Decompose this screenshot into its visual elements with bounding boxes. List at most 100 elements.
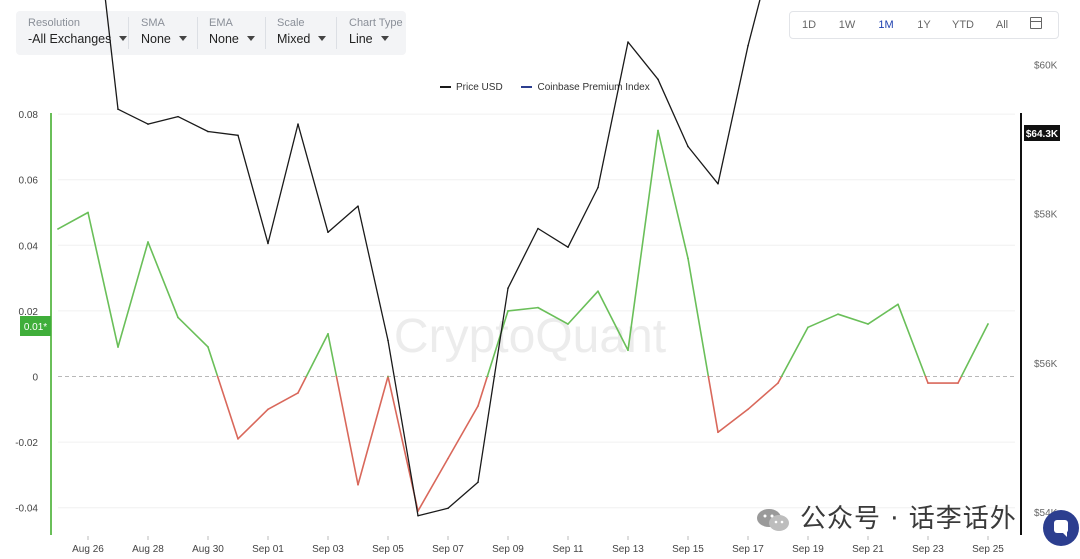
premium-line-segment bbox=[627, 129, 659, 352]
right-tick-label: $60K bbox=[1034, 60, 1058, 71]
premium-point bbox=[207, 346, 209, 348]
legend-label-price: Price USD bbox=[456, 82, 503, 93]
range-button-1w[interactable]: 1W bbox=[838, 19, 856, 31]
premium-point bbox=[297, 392, 299, 394]
chart-toolbar: Resolution -All Exchanges SMA None EMA N… bbox=[16, 11, 406, 55]
range-button-all[interactable]: All bbox=[995, 19, 1009, 31]
chat-button[interactable] bbox=[1043, 510, 1079, 546]
premium-point bbox=[837, 313, 839, 315]
price-point bbox=[717, 182, 719, 185]
scale-select[interactable]: Scale Mixed bbox=[277, 17, 327, 48]
legend-item-premium[interactable]: Coinbase Premium Index bbox=[521, 82, 650, 93]
left-tick-label: 0.04 bbox=[19, 241, 39, 252]
premium-line-segment bbox=[717, 408, 749, 434]
price-line bbox=[104, 0, 761, 517]
range-button-1d[interactable]: 1D bbox=[801, 19, 817, 31]
premium-point bbox=[447, 457, 449, 460]
premium-point bbox=[777, 382, 779, 384]
sma-label: SMA bbox=[141, 17, 165, 29]
price-point bbox=[117, 108, 119, 110]
current-premium-label: 0.01* bbox=[24, 322, 47, 333]
ema-value: None bbox=[209, 32, 239, 46]
price-point bbox=[597, 186, 599, 189]
premium-line-segment bbox=[957, 375, 963, 384]
premium-line-segment bbox=[537, 306, 569, 325]
premium-line-segment bbox=[657, 129, 689, 260]
price-point bbox=[207, 130, 209, 133]
social-watermark: 公众号 · 话李话外 bbox=[756, 498, 1017, 535]
premium-point bbox=[87, 211, 89, 214]
premium-line-segment bbox=[237, 408, 269, 440]
premium-point bbox=[687, 257, 689, 260]
wechat-icon bbox=[757, 508, 789, 531]
premium-line-segment bbox=[597, 290, 629, 352]
sma-value: None bbox=[141, 32, 171, 46]
ema-select[interactable]: EMA None bbox=[209, 17, 255, 48]
sma-select[interactable]: SMA None bbox=[141, 17, 187, 48]
premium-point bbox=[867, 323, 869, 325]
price-point bbox=[687, 145, 689, 148]
price-point bbox=[387, 339, 389, 342]
chart-legend: Price USD Coinbase Premium Index bbox=[440, 82, 666, 93]
premium-line-segment bbox=[357, 375, 389, 486]
range-button-ytd[interactable]: YTD bbox=[952, 19, 974, 31]
right-tick-label: $54K bbox=[1034, 508, 1058, 519]
premium-line-segment bbox=[897, 303, 927, 378]
time-range-selector: 1D 1W 1M 1Y YTD All bbox=[789, 11, 1059, 39]
premium-line-segment bbox=[777, 375, 783, 384]
premium-line-segment bbox=[305, 333, 329, 378]
x-tick-label: Sep 19 bbox=[792, 544, 824, 555]
premium-line-segment bbox=[327, 333, 338, 378]
price-point bbox=[267, 242, 269, 245]
premium-point bbox=[507, 310, 509, 312]
x-tick-label: Sep 03 bbox=[312, 544, 344, 555]
x-tick-label: Sep 07 bbox=[432, 544, 464, 555]
x-tick-label: Sep 15 bbox=[672, 544, 704, 555]
price-point bbox=[327, 231, 329, 234]
current-price-badge bbox=[1024, 125, 1060, 141]
toolbar-divider bbox=[336, 17, 337, 49]
premium-line-segment bbox=[417, 457, 449, 512]
range-button-1y[interactable]: 1Y bbox=[917, 19, 931, 31]
toolbar-divider bbox=[265, 17, 266, 49]
chevron-down-icon bbox=[178, 36, 187, 42]
premium-point bbox=[957, 382, 959, 384]
x-tick-label: Sep 13 bbox=[612, 544, 644, 555]
chart-type-select[interactable]: Chart Type Line bbox=[349, 17, 403, 48]
left-tick-label: 0 bbox=[32, 373, 38, 384]
resolution-select[interactable]: Resolution -All Exchanges bbox=[28, 17, 128, 48]
premium-line-segment bbox=[335, 375, 359, 486]
premium-point bbox=[657, 129, 659, 132]
current-premium-badge bbox=[20, 316, 51, 336]
left-tick-label: 0.06 bbox=[19, 176, 39, 187]
premium-point bbox=[147, 241, 149, 243]
scale-value: Mixed bbox=[277, 32, 311, 46]
premium-point bbox=[537, 306, 539, 309]
premium-line-segment bbox=[117, 241, 149, 348]
price-point bbox=[147, 123, 149, 125]
premium-line-segment bbox=[687, 257, 710, 378]
price-point bbox=[537, 227, 539, 230]
left-tick-label: 0.08 bbox=[19, 110, 39, 121]
premium-line-segment bbox=[486, 310, 509, 378]
premium-point bbox=[57, 228, 59, 230]
price-point bbox=[477, 481, 479, 483]
premium-line-segment bbox=[297, 375, 308, 394]
premium-point bbox=[747, 408, 749, 411]
legend-label-premium: Coinbase Premium Index bbox=[537, 82, 650, 93]
calendar-icon[interactable] bbox=[1030, 17, 1042, 29]
range-button-1m[interactable]: 1M bbox=[878, 19, 894, 31]
price-point bbox=[567, 246, 569, 248]
watermark: CryptoQuant bbox=[394, 310, 666, 363]
legend-item-price[interactable]: Price USD bbox=[440, 82, 503, 93]
premium-line-segment bbox=[567, 290, 599, 325]
resolution-label: Resolution bbox=[28, 17, 80, 29]
premium-line-segment bbox=[216, 375, 239, 440]
right-tick-label: $58K bbox=[1034, 210, 1058, 221]
price-point bbox=[627, 41, 629, 43]
x-tick-label: Sep 09 bbox=[492, 544, 524, 555]
price-point bbox=[297, 123, 299, 125]
x-tick-label: Aug 30 bbox=[192, 544, 224, 555]
toolbar-divider bbox=[128, 17, 129, 49]
